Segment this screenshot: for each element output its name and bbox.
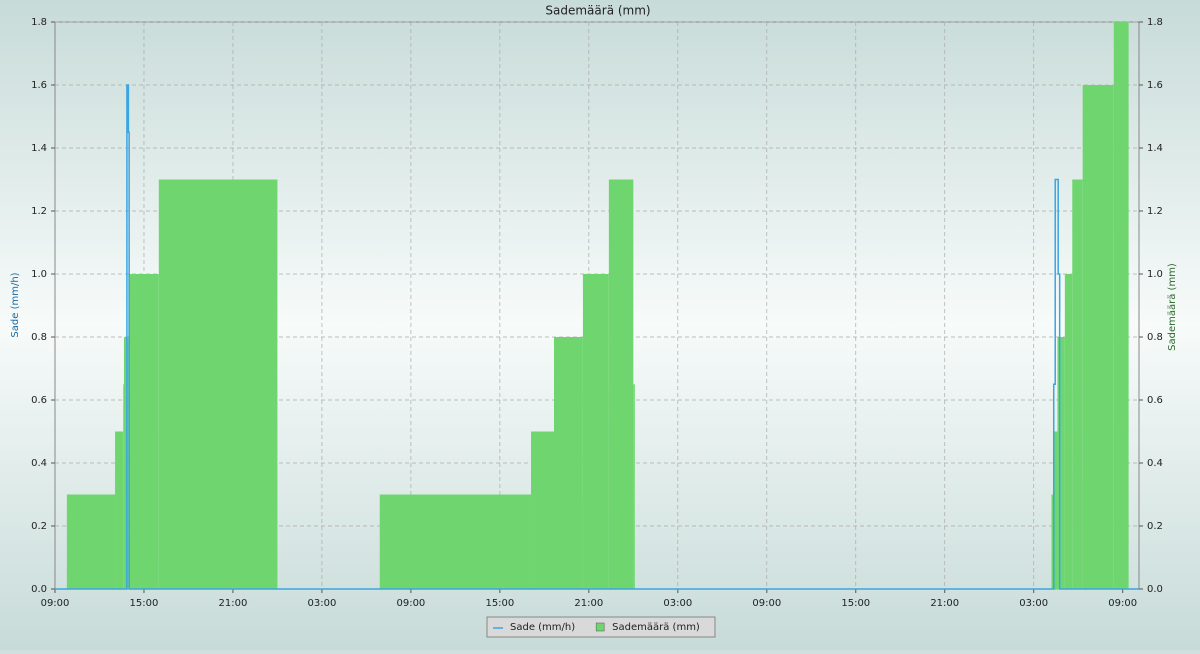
y-tick-label: 0.6 (31, 395, 47, 406)
step-bar (633, 384, 635, 589)
x-tick-label: 15:00 (130, 598, 159, 609)
step-bar (128, 274, 159, 589)
y2-tick-label: 1.4 (1147, 143, 1163, 154)
x-tick-label: 09:00 (1108, 598, 1137, 609)
step-bar (553, 337, 583, 589)
y2-tick-label: 0.6 (1147, 395, 1163, 406)
y2-tick-label: 0.4 (1147, 458, 1163, 469)
y-tick-label: 1.2 (31, 206, 47, 217)
y2-tick-label: 0.2 (1147, 521, 1163, 532)
y2-tick-label: 1.0 (1147, 269, 1163, 280)
step-bar (158, 179, 278, 589)
x-tick-label: 21:00 (219, 598, 248, 609)
x-tick-label: 21:00 (574, 598, 603, 609)
x-tick-label: 15:00 (485, 598, 514, 609)
step-bar (115, 431, 124, 589)
step-bar (531, 431, 554, 589)
x-tick-label: 09:00 (41, 598, 70, 609)
x-tick-label: 09:00 (752, 598, 781, 609)
y-tick-label: 1.8 (31, 17, 47, 28)
y-tick-label: 0.0 (31, 584, 47, 595)
y2-tick-label: 1.2 (1147, 206, 1163, 217)
y-tick-label: 0.4 (31, 458, 47, 469)
x-tick-label: 09:00 (396, 598, 425, 609)
x-tick-label: 03:00 (663, 598, 692, 609)
y-tick-label: 1.6 (31, 80, 47, 91)
step-bar (1051, 494, 1054, 589)
step-bar (608, 179, 634, 589)
legend-swatch (595, 622, 605, 632)
y2-tick-label: 1.8 (1147, 17, 1163, 28)
y2-axis-label: Sademäärä (mm) (1167, 263, 1178, 351)
step-bar (1113, 22, 1129, 589)
x-tick-label: 15:00 (841, 598, 870, 609)
y2-tick-label: 0.8 (1147, 332, 1163, 343)
step-bar (1064, 274, 1073, 589)
step-bar (1057, 337, 1065, 589)
y-tick-label: 1.0 (31, 269, 47, 280)
y2-tick-label: 1.6 (1147, 80, 1163, 91)
y-tick-label: 1.4 (31, 143, 47, 154)
legend-label: Sade (mm/h) (510, 622, 575, 633)
line (55, 84, 1139, 590)
step-bar (582, 274, 609, 589)
step-bar (66, 494, 116, 589)
step-bar (1082, 85, 1114, 589)
y-axis-label: Sade (mm/h) (10, 272, 21, 337)
y-tick-label: 0.2 (31, 521, 47, 532)
step-bar (379, 494, 532, 589)
step-bar (123, 384, 124, 589)
x-tick-label: 03:00 (1019, 598, 1048, 609)
step-bar (1072, 179, 1083, 589)
x-tick-label: 03:00 (308, 598, 337, 609)
x-tick-label: 21:00 (930, 598, 959, 609)
chart-title: Sademäärä (mm) (545, 4, 650, 18)
y2-tick-label: 0.0 (1147, 584, 1163, 595)
legend-label: Sademäärä (mm) (612, 622, 700, 633)
step-bar (1053, 431, 1058, 589)
y-tick-label: 0.8 (31, 332, 47, 343)
